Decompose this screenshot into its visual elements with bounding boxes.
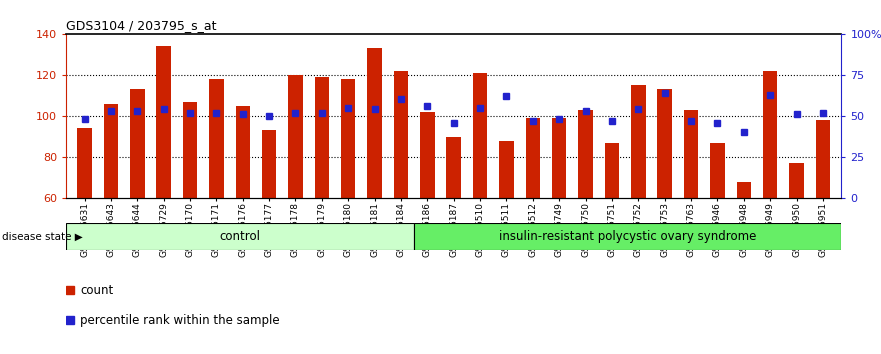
Bar [657, 89, 672, 198]
Text: count: count [80, 284, 114, 297]
Bar [526, 118, 540, 198]
Bar [78, 128, 92, 198]
Bar [552, 118, 566, 198]
Bar [447, 137, 461, 198]
Bar [157, 46, 171, 198]
Bar [578, 110, 593, 198]
Bar [631, 85, 646, 198]
Bar [737, 182, 751, 198]
Text: insulin-resistant polycystic ovary syndrome: insulin-resistant polycystic ovary syndr… [499, 230, 757, 243]
Bar [710, 143, 725, 198]
Bar [604, 143, 619, 198]
Bar [315, 77, 329, 198]
Bar [414, 223, 841, 250]
Bar [684, 110, 699, 198]
Bar [66, 223, 414, 250]
Bar [182, 102, 197, 198]
Bar [288, 75, 303, 198]
Bar [209, 79, 224, 198]
Bar [130, 89, 144, 198]
Text: percentile rank within the sample: percentile rank within the sample [80, 314, 280, 327]
Bar [367, 48, 381, 198]
Bar [262, 130, 277, 198]
Bar [341, 79, 356, 198]
Bar [789, 163, 803, 198]
Bar [420, 112, 434, 198]
Text: control: control [219, 230, 261, 243]
Bar [104, 104, 118, 198]
Bar [473, 73, 487, 198]
Bar [394, 71, 408, 198]
Bar [816, 120, 830, 198]
Bar [500, 141, 514, 198]
Bar [235, 105, 250, 198]
Bar [763, 71, 777, 198]
Text: GDS3104 / 203795_s_at: GDS3104 / 203795_s_at [66, 19, 217, 33]
Text: disease state ▶: disease state ▶ [2, 231, 83, 241]
